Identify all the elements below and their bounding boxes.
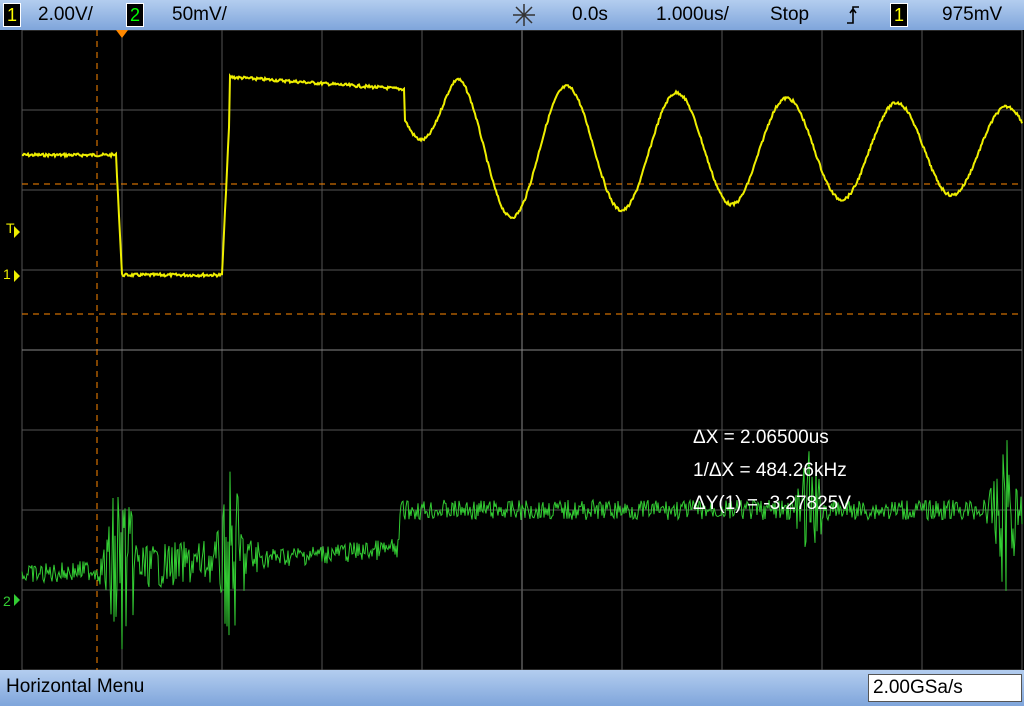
menu-title: Horizontal Menu	[6, 676, 145, 697]
marker-arrow	[14, 594, 20, 606]
ch1-badge: 1	[3, 3, 21, 27]
ch2-scale: 50mV/	[172, 4, 227, 25]
sample-rate[interactable]: 2.00GSa/s	[868, 674, 1022, 702]
ch2-marker: 2	[3, 593, 11, 609]
time-scale: 1.000us/	[656, 4, 729, 25]
trigger-marker: T	[6, 220, 15, 236]
marker-arrow	[14, 226, 20, 282]
trigger-level: 975mV	[942, 4, 1003, 25]
trigger-source: 1	[890, 3, 908, 27]
ch1-scale: 2.00V/	[38, 4, 93, 25]
ch2-trace	[21, 440, 1023, 650]
measurement: ΔX = 2.06500us	[693, 427, 829, 448]
run-state[interactable]: Stop	[770, 4, 810, 25]
trigger-position	[116, 30, 128, 38]
ch2-badge: 2	[126, 3, 144, 27]
ch1-marker: 1	[3, 266, 11, 282]
measurement: 1/ΔX = 484.26kHz	[693, 460, 847, 481]
trigger-icon	[513, 4, 535, 26]
time-offset: 0.0s	[572, 4, 608, 25]
ch1-trace	[21, 73, 1023, 279]
top-bar: 1 2.00V/ 2 50mV/ 0.0s 1.000us/ Stop 1 97…	[0, 0, 1024, 30]
waveform-area: T 1 2 ΔX = 2.06500us 1/ΔX = 484.26kHz ΔY(1) =…	[3, 30, 1023, 670]
measurement: ΔY(1) = -3.27825V	[693, 493, 851, 514]
bottom-bar: Horizontal Menu 2.00GSa/s	[0, 670, 1024, 706]
trigger-edge	[847, 6, 859, 24]
